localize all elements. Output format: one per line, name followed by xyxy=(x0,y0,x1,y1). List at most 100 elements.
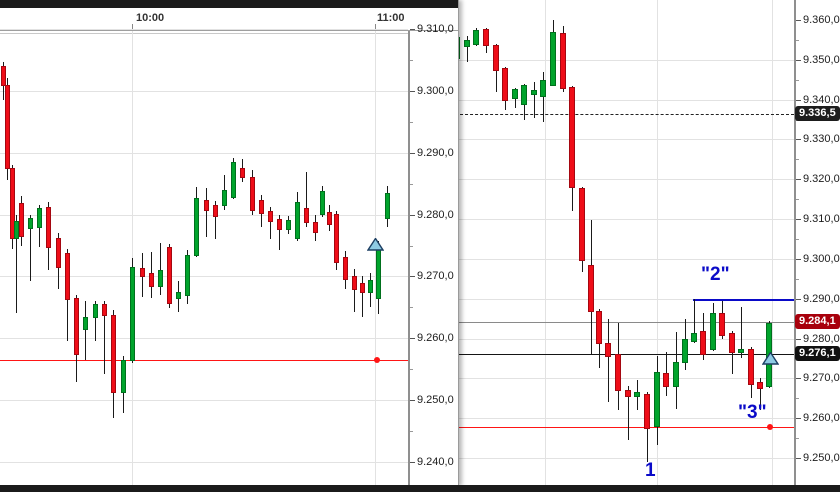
price-alert-box: 9.284,1 xyxy=(795,314,840,329)
candle-body xyxy=(176,292,181,299)
price-tick xyxy=(796,60,801,61)
candle-body xyxy=(74,298,79,355)
candle-body xyxy=(352,276,357,290)
candle-body xyxy=(596,311,602,344)
price-tick-label: 9.350,0 xyxy=(803,54,840,66)
candle-wick xyxy=(215,201,216,239)
candle-wick xyxy=(362,276,363,317)
candle-body xyxy=(738,349,744,353)
candle-body xyxy=(483,29,489,46)
price-minor-tick xyxy=(796,279,799,280)
price-tick-label: 9.290,0 xyxy=(417,147,454,159)
price-minor-tick xyxy=(410,307,413,308)
candle-body xyxy=(140,268,145,277)
candle-body xyxy=(376,246,381,299)
candle-body xyxy=(615,354,621,391)
h-gridline xyxy=(0,400,408,401)
candle-body xyxy=(286,220,291,230)
price-alert-box: 9.336,5 xyxy=(795,106,840,121)
candle-body xyxy=(605,343,611,357)
bottom-bar xyxy=(0,485,840,492)
candle-wick xyxy=(467,36,468,62)
v-gridline xyxy=(657,0,658,485)
price-tick xyxy=(410,400,415,401)
price-minor-tick xyxy=(796,199,799,200)
candle-body xyxy=(320,191,325,215)
price-axis-line xyxy=(794,0,796,486)
candle-body xyxy=(673,362,679,387)
candle-wick xyxy=(85,301,86,360)
price-tick xyxy=(796,139,801,140)
price-minor-tick xyxy=(410,184,413,185)
candle-body xyxy=(502,68,508,101)
h-gridline xyxy=(455,60,794,61)
alert-line-endpoint-dot[interactable] xyxy=(374,357,380,363)
candle-wick xyxy=(206,188,207,237)
candle-body xyxy=(65,253,70,300)
price-tick xyxy=(410,462,415,463)
alert-line-endpoint-dot[interactable] xyxy=(767,424,773,430)
candle-body xyxy=(512,89,518,99)
candle-body xyxy=(464,40,470,47)
right-price-axis[interactable]: 9.360,0 9.350,0 9.340,0 9.330,0 9.320,0 9.310… xyxy=(794,0,840,486)
candle-wick xyxy=(306,172,307,227)
candle-body xyxy=(327,212,332,225)
candle-body xyxy=(625,390,631,397)
candle-body xyxy=(121,360,126,393)
up-arrow-marker[interactable] xyxy=(366,237,385,251)
candle-body xyxy=(185,255,190,296)
left-price-axis[interactable]: 9.310,0 9.300,0 9.290,0 9.280,0 9.270,0 9.260… xyxy=(408,23,458,486)
price-tick-label: 9.250,0 xyxy=(417,394,454,406)
candle-body xyxy=(550,32,556,86)
price-alert-box: 9.276,1 xyxy=(795,346,840,361)
alert-line xyxy=(0,360,408,361)
h-gridline xyxy=(455,339,794,340)
candle-body xyxy=(213,205,218,217)
candle-body xyxy=(130,267,135,361)
left-time-axis[interactable]: 10:00 11:00 xyxy=(0,8,458,34)
annotation-label: "3" xyxy=(738,402,767,423)
price-axis-line xyxy=(408,31,410,486)
candle-body xyxy=(37,208,42,228)
candle-body xyxy=(493,45,499,71)
candle-body xyxy=(654,372,660,427)
left-window-titlebar[interactable] xyxy=(0,0,458,8)
price-tick-label: 9.260,0 xyxy=(803,412,840,424)
candle-body xyxy=(14,221,19,239)
price-minor-tick xyxy=(410,369,413,370)
price-tick-label: 9.270,0 xyxy=(417,270,454,282)
candle-body xyxy=(634,392,640,397)
candle-wick xyxy=(104,301,105,374)
candle-body xyxy=(473,30,479,45)
price-tick-label: 9.330,0 xyxy=(803,133,840,145)
price-minor-tick xyxy=(796,40,799,41)
gray-level xyxy=(455,322,794,323)
v-gridline xyxy=(375,31,376,485)
price-tick-label: 9.310,0 xyxy=(417,23,454,35)
annotation-label: "2" xyxy=(701,264,730,285)
candle-body xyxy=(385,193,390,219)
candle-body xyxy=(682,339,688,363)
time-axis-tick xyxy=(132,24,133,30)
up-arrow-marker[interactable] xyxy=(761,351,780,365)
candle-body xyxy=(588,265,594,312)
candle-body xyxy=(28,218,33,229)
price-tick xyxy=(796,378,801,379)
h-gridline xyxy=(455,418,794,419)
candle-body xyxy=(700,331,706,355)
candle-body xyxy=(343,257,348,280)
price-tick xyxy=(796,259,801,260)
price-minor-tick xyxy=(796,159,799,160)
left-chart-window: 10:00 11:00 9.310,0 9.300,0 9.290,0 9.280,0 9… xyxy=(0,0,459,486)
price-tick xyxy=(410,215,415,216)
price-tick-label: 9.300,0 xyxy=(417,85,454,97)
price-tick-label: 9.270,0 xyxy=(803,372,840,384)
candle-body xyxy=(111,315,116,393)
price-tick xyxy=(796,458,801,459)
price-tick xyxy=(796,219,801,220)
candle-body xyxy=(368,280,373,293)
h-gridline xyxy=(0,91,408,92)
h-gridline xyxy=(455,219,794,220)
candle-body xyxy=(748,349,754,385)
